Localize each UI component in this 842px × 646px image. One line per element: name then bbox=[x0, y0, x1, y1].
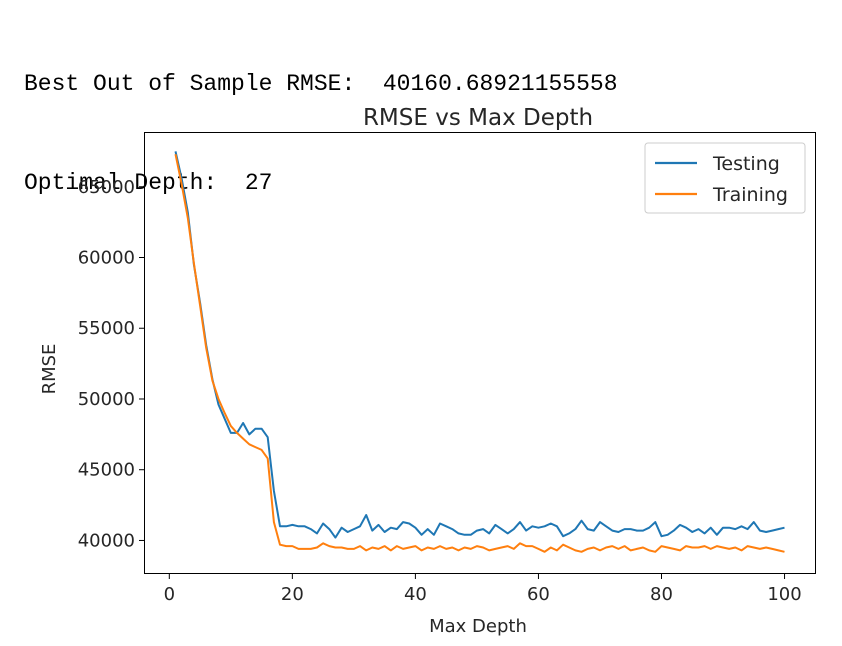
y-tick-label-50000: 50000 bbox=[78, 389, 135, 410]
optimal-depth-label: Optimal Depth: bbox=[24, 170, 218, 196]
axes-layer: 0 20 40 60 80 100 40000 45000 50000 55000 60000 650… bbox=[78, 177, 802, 605]
legend-box bbox=[644, 142, 806, 214]
best-rmse-label: Best Out of Sample RMSE: bbox=[24, 71, 356, 97]
series-line-testing bbox=[174, 151, 785, 539]
x-tick-label-100: 100 bbox=[767, 584, 801, 605]
y-tick-label-55000: 55000 bbox=[78, 318, 135, 339]
series-layer bbox=[174, 151, 785, 553]
x-tick-label-80: 80 bbox=[650, 584, 673, 605]
y-tick-label-40000: 40000 bbox=[78, 530, 135, 551]
x-axis-title: Max Depth bbox=[429, 616, 527, 637]
y-tick-label-45000: 45000 bbox=[78, 460, 135, 481]
legend-label-training: Training bbox=[712, 184, 788, 206]
optimal-depth-line: Optimal Depth: 27 bbox=[24, 167, 618, 200]
optimal-depth-value: 27 bbox=[244, 170, 273, 196]
chart-title: RMSE vs Max Depth bbox=[363, 105, 593, 131]
x-tick-label-40: 40 bbox=[404, 584, 427, 605]
legend-label-testing: Testing bbox=[712, 153, 780, 175]
plot-frame bbox=[144, 132, 816, 574]
cell-output: Best Out of Sample RMSE: 40160.689211555… bbox=[24, 2, 618, 233]
y-axis-title: RMSE bbox=[39, 344, 60, 395]
series-line-training bbox=[174, 153, 785, 553]
x-tick-label-60: 60 bbox=[527, 584, 550, 605]
best-rmse-value: 40160.68921155558 bbox=[382, 71, 618, 97]
y-tick-label-65000: 65000 bbox=[78, 177, 135, 198]
x-tick-label-0: 0 bbox=[164, 584, 175, 605]
x-tick-label-20: 20 bbox=[281, 584, 304, 605]
legend: Testing Training bbox=[644, 142, 806, 214]
y-tick-label-60000: 60000 bbox=[78, 248, 135, 269]
best-rmse-line: Best Out of Sample RMSE: 40160.689211555… bbox=[24, 68, 618, 101]
